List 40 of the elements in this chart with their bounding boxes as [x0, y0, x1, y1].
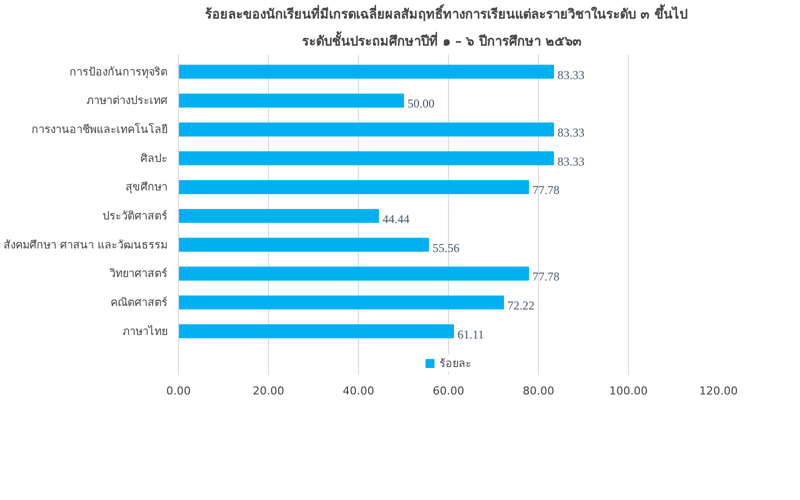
data-label: 77.78 [532, 183, 560, 198]
y-tick-label: ภาษาไทย [122, 324, 168, 338]
data-label: 72.22 [507, 298, 534, 312]
bar [178, 64, 554, 79]
bar [178, 151, 554, 166]
x-tick-label: 120.00 [699, 384, 738, 398]
x-tick-label: 80.00 [522, 384, 554, 398]
x-tick-label: 20.00 [252, 384, 284, 398]
data-label: 77.78 [532, 270, 560, 284]
data-label: 83.33 [557, 68, 584, 82]
data-label: 83.33 [557, 154, 584, 168]
y-tick-label: วิทยาศาสตร์ [108, 267, 168, 280]
bar [178, 238, 430, 252]
data-label: 50.00 [408, 96, 434, 111]
x-tick-label: 0.00 [166, 384, 191, 398]
bar [178, 122, 554, 136]
bar [178, 180, 530, 194]
y-tick-label: การป้องกันการทุจริต [70, 65, 168, 78]
bar [178, 266, 530, 281]
y-tick-label: ภาษาต่างประเทศ [86, 94, 168, 108]
x-tick-label: 100.00 [609, 384, 648, 398]
x-tick-label: 40.00 [342, 384, 374, 398]
data-label: 61.11 [457, 327, 484, 342]
y-tick-label: สุขศึกษา [126, 180, 168, 194]
x-tick-label: 60.00 [432, 384, 464, 398]
y-tick-label: การงานอาชีพและเทคโนโลยี [32, 122, 168, 136]
bar [178, 208, 379, 223]
bar [178, 324, 454, 338]
legend-label: ร้อยละ [440, 356, 472, 372]
data-label: 44.44 [382, 212, 410, 226]
data-label: 55.56 [432, 240, 460, 255]
y-tick-label: ศิลปะ [140, 152, 168, 165]
y-tick-label: ประวัติศาสตร์ [102, 209, 168, 222]
data-label: 83.33 [557, 125, 584, 140]
y-tick-label: คณิตศาสตร์ [110, 296, 168, 309]
y-tick-label: สังคมศึกษา ศาสนา และวัฒนธรรม [4, 238, 168, 252]
bar [178, 295, 504, 310]
chart-title: ร้อยละของนักเรียนที่มีเกรดเฉลี่ยผลสัมฤทธิ์ทางการเรียนแต่ละรายวิชาในระดับ ๓ ขึ้นไป [205, 4, 688, 22]
chart-subtitle: ระดับชั้นประถมศึกษาปีที่ ๑ – ๖ ปีการศึกษา ๒๕๖๓ [302, 30, 582, 50]
bar [178, 94, 404, 108]
